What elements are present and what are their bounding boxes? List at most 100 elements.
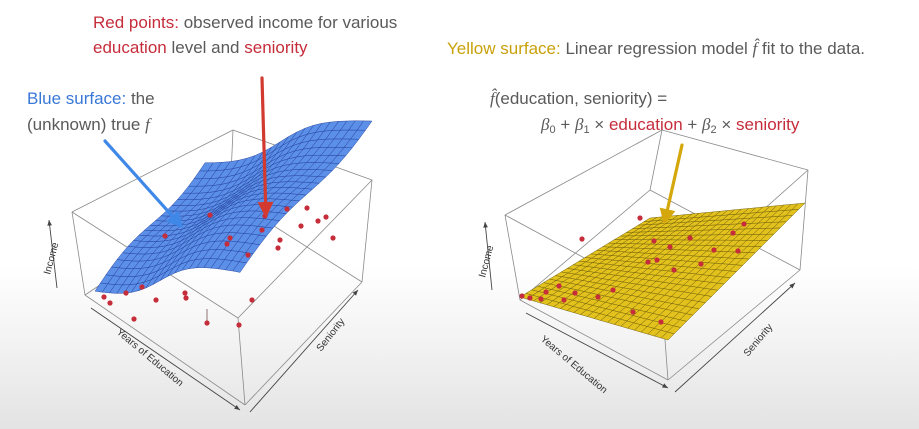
box-edge xyxy=(361,179,373,283)
times-2: × xyxy=(716,115,737,134)
box-edge xyxy=(667,269,801,381)
left-surface-cell xyxy=(356,120,373,131)
formula-fhat: f̂ xyxy=(490,89,495,108)
box-edge xyxy=(237,179,373,319)
left-education-axis-label: Years of Education xyxy=(114,327,185,389)
observed-point xyxy=(610,287,616,293)
right-education-axis-head xyxy=(662,383,668,388)
observed-point xyxy=(227,235,233,241)
formula-education: education xyxy=(608,115,683,134)
right-education-axis xyxy=(525,312,669,389)
observed-point xyxy=(595,294,601,300)
observed-point xyxy=(711,247,717,253)
observed-point xyxy=(323,214,329,220)
observed-point xyxy=(572,290,578,296)
box-edge xyxy=(84,294,246,406)
observed-point xyxy=(315,218,321,224)
beta1: β xyxy=(574,115,584,134)
true-f-symbol: f xyxy=(145,115,150,134)
observed-point xyxy=(277,237,283,243)
left-education-axis-head xyxy=(234,404,240,410)
observed-point xyxy=(259,227,265,233)
fhat-symbol: f̂ xyxy=(752,39,758,58)
observed-point xyxy=(651,238,657,244)
annotation-arrows xyxy=(103,76,684,228)
right-seniority-axis-label: Seniority xyxy=(742,322,775,359)
left-seniority-axis-head xyxy=(352,290,358,296)
observed-point xyxy=(645,259,651,265)
beta0: β xyxy=(541,115,550,134)
word-seniority: seniority xyxy=(244,38,308,57)
blue-surface-desc: the xyxy=(126,89,155,108)
blue-surface-title: Blue surface: xyxy=(27,89,127,108)
observed-point xyxy=(304,205,310,211)
observed-point xyxy=(236,322,242,328)
observed-point xyxy=(107,300,113,306)
observed-point xyxy=(330,235,336,241)
box-edge xyxy=(71,129,234,213)
observed-point xyxy=(101,294,107,300)
observed-point xyxy=(671,267,677,273)
observed-point xyxy=(741,221,747,227)
observed-point xyxy=(561,297,567,303)
true-function-surface xyxy=(94,120,373,294)
beta1-subscript: 1 xyxy=(583,124,590,136)
blue-surface-desc2: (unknown) true xyxy=(27,115,146,134)
right-observed-points xyxy=(519,215,747,325)
left-education-axis xyxy=(90,307,241,411)
observed-point xyxy=(139,284,145,290)
observed-point xyxy=(207,212,213,218)
red-points-arrow-head xyxy=(257,201,274,218)
observed-point xyxy=(224,241,230,247)
red-points-annotation-line1: Red points: observed income for various xyxy=(93,10,397,35)
right-income-axis-head xyxy=(483,222,488,228)
right-surface-cell xyxy=(791,202,806,211)
box-edge xyxy=(237,317,246,406)
observed-point xyxy=(249,297,255,303)
observed-point xyxy=(730,230,736,236)
observed-point xyxy=(556,283,562,289)
yellow-surface-annotation: Yellow surface: Linear regression model … xyxy=(447,36,865,61)
left-3d-plot: Income Years of Education Seniority xyxy=(42,120,373,413)
plus-1: + xyxy=(555,115,575,134)
box-edge xyxy=(244,281,363,406)
box-edge xyxy=(649,129,663,191)
observed-point xyxy=(131,316,137,322)
red-points-title: Red points: xyxy=(93,13,179,32)
red-points-arrow-shaft xyxy=(260,76,268,204)
box-edge xyxy=(519,299,669,381)
observed-point xyxy=(667,244,673,250)
left-seniority-axis-label: Seniority xyxy=(315,316,348,353)
linear-regression-surface xyxy=(519,202,806,341)
observed-point xyxy=(183,295,189,301)
observed-point xyxy=(204,320,210,326)
observed-point xyxy=(735,248,741,254)
observed-point xyxy=(162,233,168,239)
beta0-subscript: 0 xyxy=(549,124,556,136)
formula-line2: β0 + β1 × education + β2 × seniority xyxy=(541,112,799,143)
beta2: β xyxy=(702,115,711,134)
left-income-axis xyxy=(48,219,58,289)
right-seniority-axis-head xyxy=(789,283,795,289)
box-edge xyxy=(519,189,651,301)
box-edge xyxy=(71,211,86,296)
observed-point xyxy=(123,290,129,296)
blue-surface-arrow-shaft xyxy=(103,139,174,218)
word-education: education xyxy=(93,38,167,57)
right-income-axis-label: Income xyxy=(477,244,496,279)
observed-point xyxy=(298,223,304,229)
yellow-surface-title: Yellow surface: xyxy=(447,39,561,58)
left-income-axis-label: Income xyxy=(42,241,61,276)
word-level-and: level and xyxy=(166,38,245,57)
observed-point xyxy=(630,309,636,315)
observed-point xyxy=(519,293,525,299)
observed-point xyxy=(245,252,251,258)
formula-seniority: seniority xyxy=(736,115,800,134)
formula-line1: f̂(education, seniority) = xyxy=(490,86,667,111)
yellow-surface-desc: Linear regression model xyxy=(560,39,753,58)
right-income-axis xyxy=(484,221,493,291)
observed-point xyxy=(153,297,159,303)
observed-point xyxy=(637,215,643,221)
yellow-surface-arrow-head xyxy=(659,207,676,225)
